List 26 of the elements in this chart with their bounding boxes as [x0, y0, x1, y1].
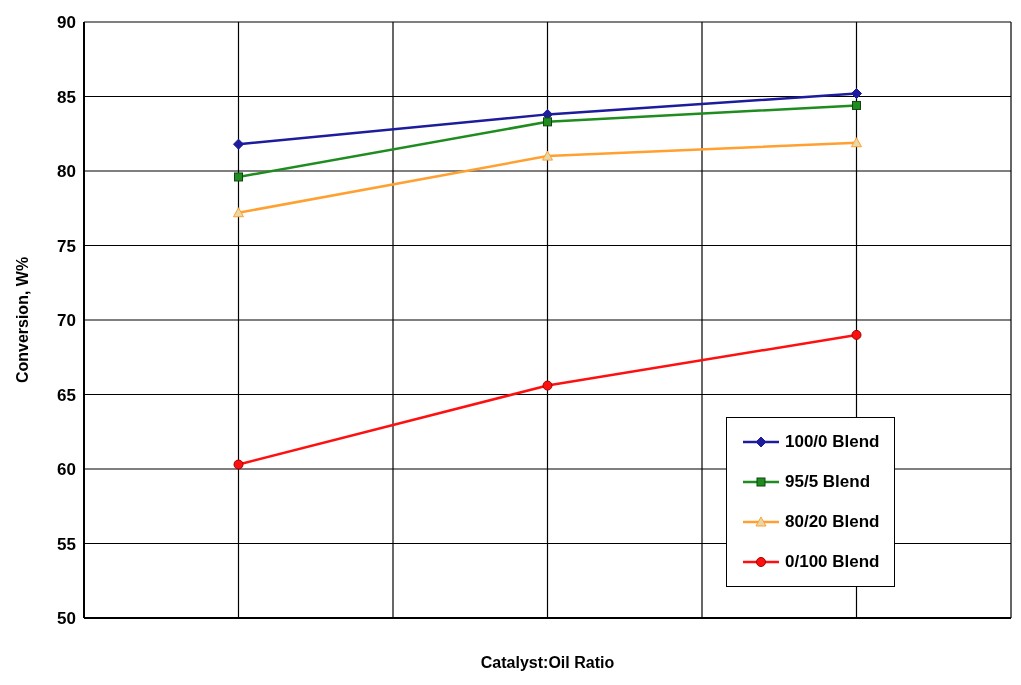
legend-label: 0/100 Blend	[785, 552, 880, 572]
point	[852, 100, 861, 110]
point	[234, 172, 243, 182]
legend-label: 100/0 Blend	[785, 432, 880, 452]
y-tick-label: 90	[57, 13, 76, 33]
point	[542, 150, 553, 161]
y-tick-label: 80	[57, 162, 76, 182]
point	[851, 88, 862, 100]
point	[543, 117, 552, 127]
legend-label: 80/20 Blend	[785, 512, 880, 532]
x-axis-title: Catalyst:Oil Ratio	[480, 654, 615, 671]
point	[851, 329, 862, 340]
y-tick-label: 50	[57, 609, 76, 629]
y-tick-label: 85	[57, 87, 76, 107]
point	[233, 138, 244, 150]
point	[851, 137, 862, 148]
y-axis-title: Conversion, W%	[13, 256, 31, 384]
y-tick-label: 70	[57, 311, 76, 331]
y-tick-label: 55	[57, 534, 76, 554]
y-tick-label: 65	[57, 385, 76, 405]
point	[233, 459, 244, 470]
legend-label: 95/5 Blend	[785, 472, 871, 492]
y-tick-label: 75	[57, 236, 76, 256]
point	[542, 380, 553, 391]
y-tick-label: 60	[57, 460, 76, 480]
point	[233, 207, 244, 218]
